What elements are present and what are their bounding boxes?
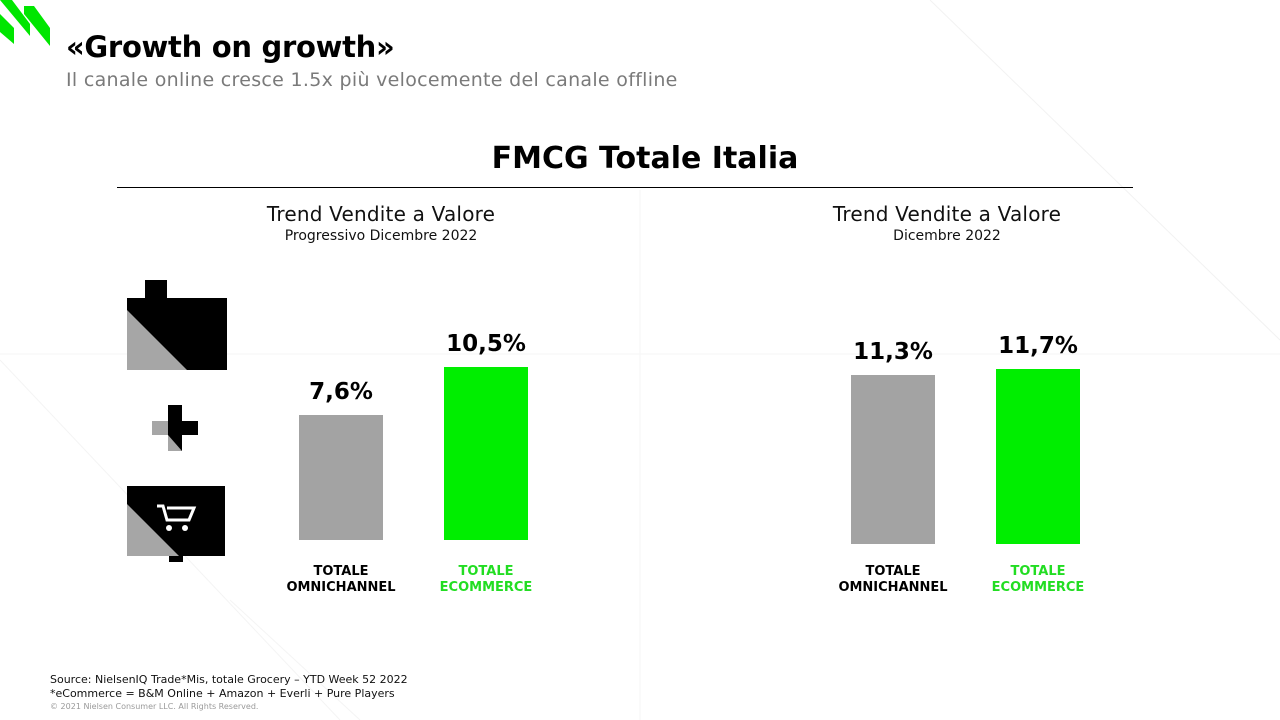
section-title: FMCG Totale Italia — [491, 141, 799, 176]
footer-source: Source: NielsenIQ Trade*Mis, totale Groc… — [50, 673, 408, 686]
chart-2-subtitle: Dicembre 2022 — [893, 228, 1001, 244]
chart-2-category-label-2: TOTALE ECOMMERCE — [991, 564, 1085, 595]
chart-2-category-label-1: TOTALE OMNICHANNEL — [838, 564, 948, 595]
chart-1-category-label-2: TOTALE ECOMMERCE — [439, 564, 533, 595]
logo-icon — [0, 0, 50, 46]
plus-icon — [152, 405, 198, 451]
chart-1-title: Trend Vendite a Valore — [266, 202, 496, 226]
footer-copyright: © 2021 Nielsen Consumer LLC. All Rights … — [50, 702, 259, 711]
store-icon — [127, 280, 227, 370]
cart-icon — [127, 486, 225, 562]
chart-2-bar-2 — [996, 368, 1080, 544]
chart-1-subtitle: Progressivo Dicembre 2022 — [284, 228, 478, 244]
chart-1-category-label-1: TOTALE OMNICHANNEL — [286, 564, 396, 595]
section-divider — [117, 187, 1133, 188]
page-title: «Growth on growth» — [66, 30, 395, 64]
page-subtitle: Il canale online cresce 1.5x più velocem… — [66, 69, 678, 91]
chart-1-value-label-2: 10,5% — [446, 330, 526, 357]
chart-2-value-label-1: 11,3% — [853, 338, 933, 365]
chart-2-value-label-2: 11,7% — [998, 332, 1078, 359]
chart-1-bar-2 — [444, 366, 528, 540]
footer-note: *eCommerce = B&M Online + Amazon + Everl… — [50, 687, 395, 700]
chart-1-value-label-1: 7,6% — [309, 378, 373, 405]
chart-2-title: Trend Vendite a Valore — [832, 202, 1062, 226]
chart-2-bar-1 — [851, 374, 935, 544]
chart-1-bar-1 — [299, 414, 383, 540]
